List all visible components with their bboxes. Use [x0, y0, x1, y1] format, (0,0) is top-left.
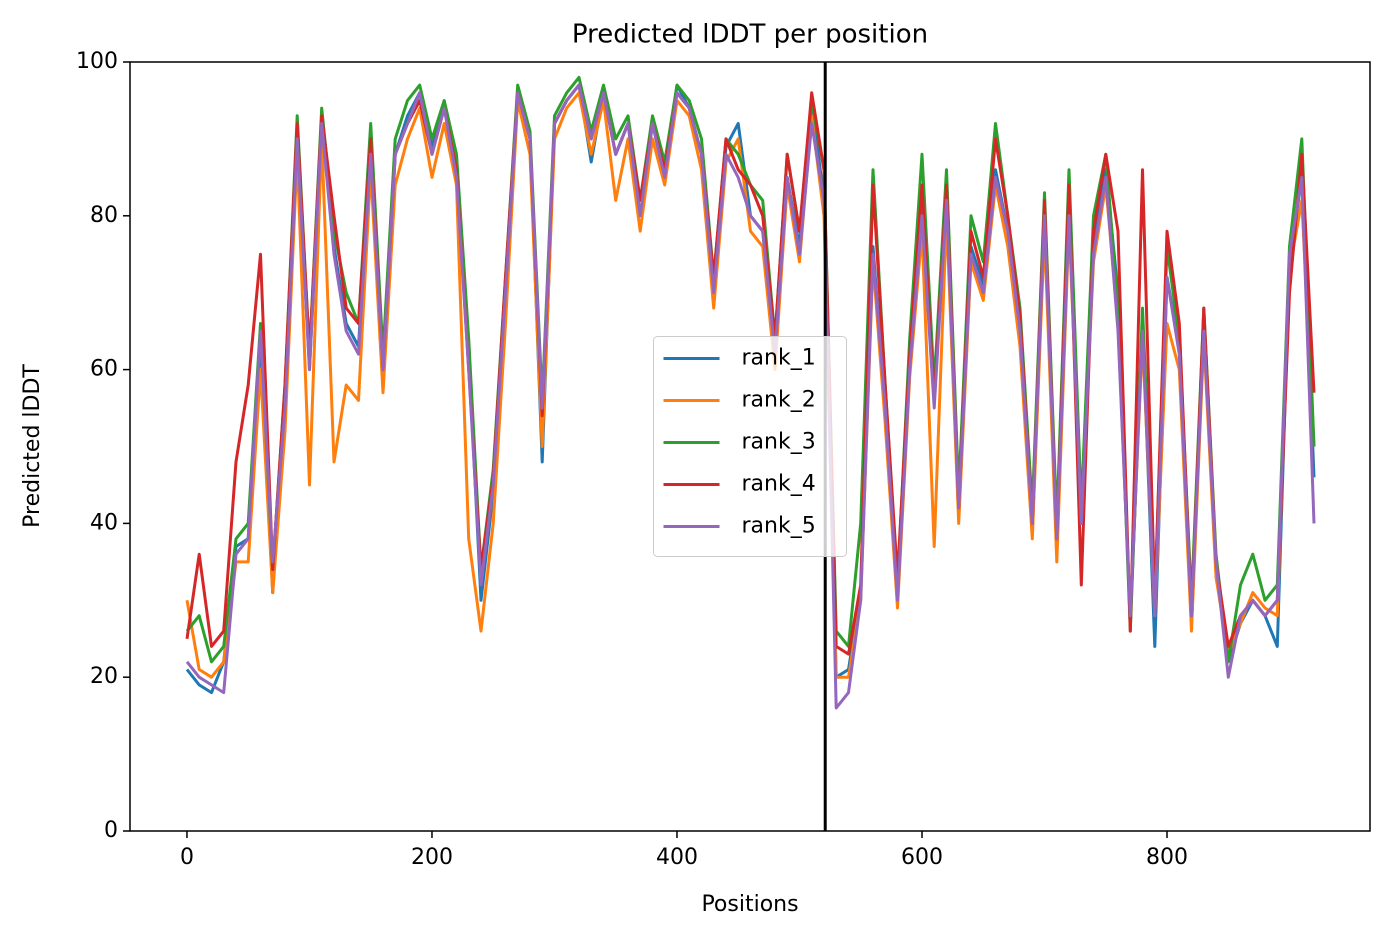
x-tick-label: 600: [901, 845, 943, 870]
y-tick-label: 100: [76, 49, 118, 74]
y-tick-label: 20: [90, 664, 118, 689]
legend-label: rank_4: [742, 472, 816, 497]
x-tick-label: 200: [411, 845, 453, 870]
y-tick-label: 0: [104, 818, 118, 843]
plot-frame: [129, 61, 1371, 832]
y-tick-label: 80: [90, 203, 118, 228]
legend-label: rank_1: [742, 346, 816, 371]
x-tick-label: 0: [180, 845, 194, 870]
y-tick-label: 40: [90, 510, 118, 535]
y-tick-label: 60: [90, 357, 118, 382]
x-tick-label: 800: [1146, 845, 1188, 870]
x-tick-label: 400: [656, 845, 698, 870]
series-line: [185, 83, 1316, 710]
legend: rank_1 rank_2 rank_3 rank_4 rank_5: [653, 336, 847, 557]
legend-label: rank_5: [742, 514, 816, 539]
legend-label: rank_2: [742, 388, 816, 413]
chart-title: Predicted lDDT per position: [572, 20, 928, 50]
x-axis-label: Positions: [701, 892, 798, 917]
legend-box: [653, 336, 847, 557]
legend-label: rank_3: [742, 430, 816, 455]
y-axis-label: Predicted lDDT: [20, 364, 45, 528]
